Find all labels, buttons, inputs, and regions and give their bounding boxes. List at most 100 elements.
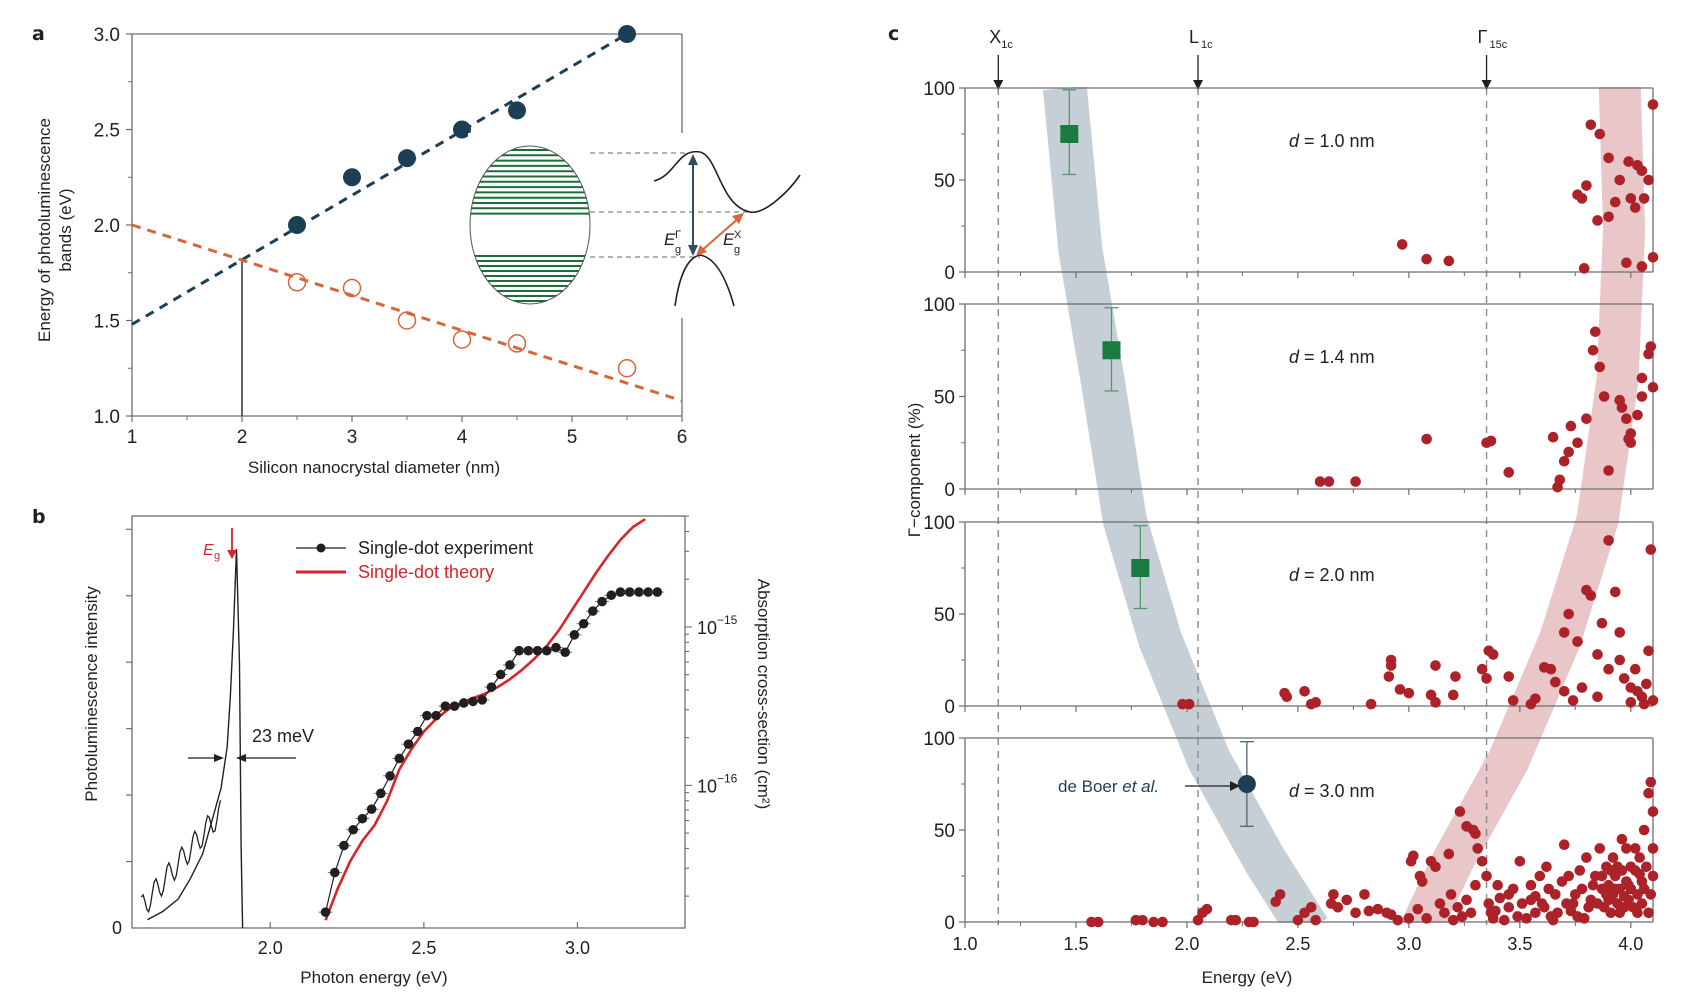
reference-label-sub: 15c [1490, 39, 1508, 51]
de-boer-label: de Boer et al. [1058, 777, 1159, 796]
red-data-point [1589, 326, 1601, 338]
red-data-point [1581, 180, 1592, 191]
panel-b-legend: Single-dot experiment Single-dot theory [296, 538, 533, 582]
experiment-point [403, 739, 414, 749]
gamma-gap-sub: g [675, 244, 681, 256]
y-tick-label: 50 [934, 605, 955, 626]
red-data-point [1445, 889, 1457, 900]
y-tick-label: 100 [923, 729, 955, 750]
red-data-point [1603, 152, 1614, 164]
x-tick-label: 2 [237, 427, 248, 448]
experiment-point [532, 645, 543, 656]
red-data-point [1616, 865, 1628, 876]
y-tick-label: 1.0 [94, 407, 120, 428]
red-data-point [1157, 916, 1168, 928]
red-data-point [1447, 689, 1459, 701]
red-data-point [1538, 901, 1550, 913]
red-data-point [1328, 889, 1339, 900]
red-data-point [1350, 476, 1361, 487]
red-data-point [1638, 883, 1650, 895]
x-tick-label: 4.0 [1618, 934, 1643, 954]
red-data-point [1603, 211, 1614, 223]
red-data-point [1629, 843, 1641, 854]
red-data-point [1634, 852, 1645, 863]
panel-label-c: c [888, 23, 899, 45]
experiment-point [449, 701, 460, 711]
experiment-point [348, 824, 359, 835]
red-data-point [1363, 905, 1375, 917]
red-data-point [1621, 257, 1632, 269]
right-y-tick-exponent: −16 [717, 771, 738, 785]
red-data-point [1248, 916, 1259, 928]
red-data-point [1092, 916, 1104, 928]
red-data-point [1583, 901, 1594, 913]
left-y-tick-label: 0 [112, 918, 122, 938]
red-data-point [1372, 903, 1384, 915]
right-y-tick-exponent: −15 [717, 613, 738, 627]
red-data-point [1292, 914, 1304, 926]
x-tick-label: 1.5 [1063, 934, 1088, 954]
experiment-point [560, 647, 570, 658]
red-data-point [1572, 189, 1583, 201]
gamma-gap-label: E [664, 230, 676, 249]
red-data-point [1447, 914, 1459, 926]
red-data-point [1601, 889, 1612, 900]
red-data-point [1439, 907, 1450, 919]
red-data-point [1609, 196, 1621, 208]
red-data-point [1636, 372, 1648, 384]
red-data-point [1274, 889, 1286, 900]
red-data-point [1603, 535, 1614, 546]
red-data-point [1629, 202, 1641, 213]
red-data-point [1618, 890, 1630, 902]
subplot-size-label: d = 1.4 nm [1289, 347, 1375, 367]
red-data-point [1587, 344, 1599, 356]
x-tick-label: 3 [347, 427, 358, 448]
y-tick-label: 50 [934, 821, 955, 842]
direct-band-point [508, 101, 526, 120]
panel-a-marks [131, 25, 683, 416]
band-mask-right [1654, 60, 1692, 960]
reference-label: L [1189, 27, 1199, 47]
red-data-point [1605, 907, 1617, 919]
red-data-point [1507, 883, 1519, 895]
red-data-point [1503, 901, 1515, 913]
experiment-point [394, 753, 405, 764]
panel-b-ylabel-left: Photoluminescence intensity [82, 586, 101, 802]
panel-label-a: a [32, 23, 45, 45]
red-data-point [1421, 913, 1432, 924]
indirect-gap-arrow-head-up-icon [732, 213, 744, 224]
red-data-point [1581, 852, 1592, 863]
red-data-point [1561, 898, 1572, 909]
experiment-point [366, 804, 377, 814]
legend-theory-label: Single-dot theory [358, 562, 494, 582]
red-data-point [1623, 879, 1634, 891]
experiment-point [551, 642, 561, 653]
right-y-tick-label: 10 [697, 776, 717, 796]
indirect-gap-arrow-head-down-icon [696, 245, 707, 256]
red-data-point [1592, 691, 1603, 703]
red-data-point [1576, 682, 1588, 693]
red-data-point [1412, 903, 1424, 915]
experiment-point [459, 698, 469, 708]
red-data-point [1632, 409, 1643, 421]
panel-a-axes: 1 2 3 4 5 6 1.0 1.5 2.0 2.5 3.0 [94, 25, 688, 448]
red-data-point [1647, 870, 1659, 882]
red-data-point [1503, 671, 1515, 682]
red-data-point [1456, 911, 1468, 922]
red-data-point [1494, 892, 1506, 904]
red-data-point [1625, 697, 1637, 708]
nanocrystal-circle [469, 145, 591, 305]
red-data-point [1430, 660, 1441, 671]
red-data-point [1421, 253, 1432, 265]
panel-c-xlabel: Energy (eV) [1202, 968, 1293, 987]
red-data-point [1305, 901, 1317, 913]
red-data-point [1647, 695, 1659, 706]
fwhm-arrow-left-head-icon [214, 754, 224, 762]
experiment-point [431, 710, 441, 721]
experiment-line [325, 591, 658, 913]
red-data-point [1434, 898, 1446, 909]
red-data-point [1481, 870, 1492, 882]
red-data-point [1476, 855, 1488, 867]
red-data-point [1525, 879, 1537, 891]
